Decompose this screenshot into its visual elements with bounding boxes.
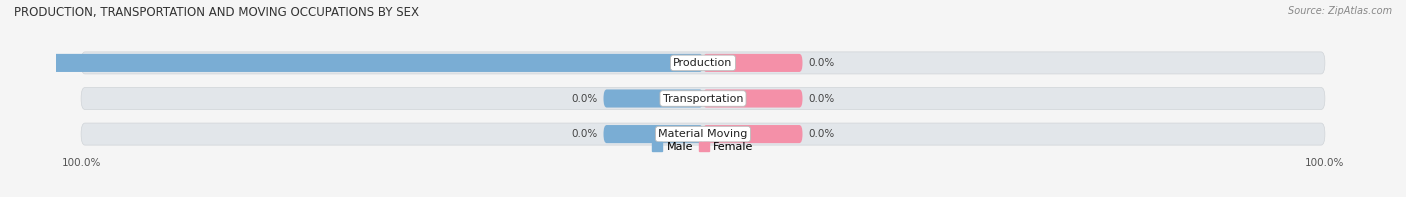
Legend: Male, Female: Male, Female <box>648 138 758 157</box>
Text: 0.0%: 0.0% <box>808 94 835 103</box>
Text: 0.0%: 0.0% <box>571 94 598 103</box>
FancyBboxPatch shape <box>603 125 703 143</box>
FancyBboxPatch shape <box>703 125 803 143</box>
FancyBboxPatch shape <box>82 123 1324 145</box>
FancyBboxPatch shape <box>703 89 803 108</box>
Text: 0.0%: 0.0% <box>808 58 835 68</box>
FancyBboxPatch shape <box>703 54 803 72</box>
Text: PRODUCTION, TRANSPORTATION AND MOVING OCCUPATIONS BY SEX: PRODUCTION, TRANSPORTATION AND MOVING OC… <box>14 6 419 19</box>
Text: 0.0%: 0.0% <box>571 129 598 139</box>
Text: Transportation: Transportation <box>662 94 744 103</box>
FancyBboxPatch shape <box>82 52 1324 74</box>
FancyBboxPatch shape <box>82 87 1324 110</box>
FancyBboxPatch shape <box>603 89 703 108</box>
Text: Source: ZipAtlas.com: Source: ZipAtlas.com <box>1288 6 1392 16</box>
Text: Production: Production <box>673 58 733 68</box>
Text: Material Moving: Material Moving <box>658 129 748 139</box>
Text: 0.0%: 0.0% <box>808 129 835 139</box>
FancyBboxPatch shape <box>0 54 703 72</box>
